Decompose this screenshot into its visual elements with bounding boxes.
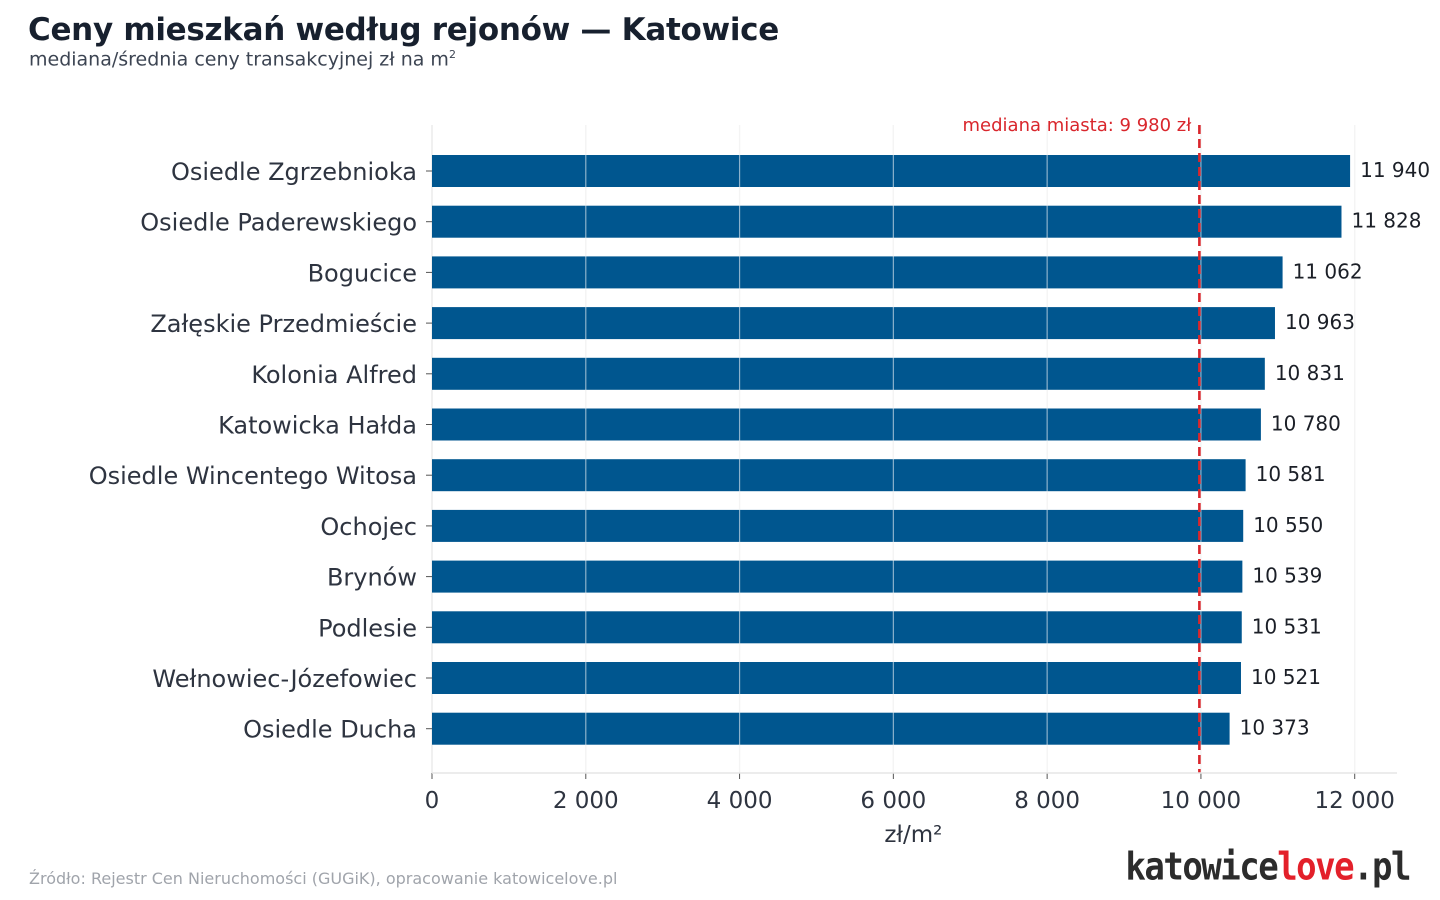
bar xyxy=(432,560,1243,593)
x-axis-label: zł/m² xyxy=(884,822,942,848)
bar xyxy=(432,205,1342,238)
value-label: 10 539 xyxy=(1252,564,1322,588)
median-reference-label: mediana miasta: 9 980 zł xyxy=(963,115,1193,136)
bar xyxy=(432,459,1246,492)
source-note: Źródło: Rejestr Cen Nieruchomości (GUGiK… xyxy=(29,869,618,888)
category-label: Osiedle Paderewskiego xyxy=(140,209,417,237)
value-label: 11 828 xyxy=(1351,209,1421,233)
logo-text-love: love xyxy=(1277,845,1354,890)
x-axis: 0 2 000 4 000 6 000 8 000 10 000 12 000 zł/m² xyxy=(425,772,1397,848)
reference-line-group: mediana miasta: 9 980 zł xyxy=(963,115,1201,773)
bar xyxy=(432,155,1351,187)
category-label: Podlesie xyxy=(318,614,417,642)
value-label: 10 531 xyxy=(1252,614,1322,638)
bar xyxy=(432,712,1230,745)
x-tick-label: 2 000 xyxy=(553,788,619,814)
chart-title: Ceny mieszkań według rejonów — Katowice xyxy=(28,12,779,48)
x-tick-label: 12 000 xyxy=(1314,788,1394,814)
category-label: Bogucice xyxy=(308,259,417,287)
bar xyxy=(432,662,1241,694)
bar xyxy=(432,509,1244,542)
category-label: Osiedle Zgrzebnioka xyxy=(171,158,417,186)
category-labels: Osiedle Zgrzebnioka Osiedle Paderewskiego… xyxy=(89,158,432,744)
x-tick-label: 10 000 xyxy=(1161,788,1241,814)
chart-subtitle: mediana/średnia ceny transakcyjnej zł na… xyxy=(29,48,456,70)
value-label: 10 780 xyxy=(1271,412,1341,436)
value-label: 10 373 xyxy=(1240,716,1310,740)
subtitle-text: mediana/średnia ceny transakcyjnej zł na… xyxy=(29,48,449,71)
value-label: 10 831 xyxy=(1275,361,1345,385)
value-label: 11 062 xyxy=(1293,259,1363,283)
bar xyxy=(432,408,1261,441)
bar xyxy=(432,357,1265,390)
value-label: 10 963 xyxy=(1285,310,1355,334)
brand-logo: katowicelove.pl xyxy=(1125,845,1411,890)
logo-text-pl: .pl xyxy=(1353,845,1411,890)
value-label: 10 581 xyxy=(1256,462,1326,486)
x-tick-label: 6 000 xyxy=(860,788,926,814)
category-label: Kolonia Alfred xyxy=(251,361,417,389)
bar xyxy=(432,611,1242,644)
bar xyxy=(432,307,1275,340)
logo-text-katowice: katowice xyxy=(1125,845,1278,890)
category-label: Załęskie Przedmieście xyxy=(150,310,417,338)
category-label: Wełnowiec-Józefowiec xyxy=(152,665,417,693)
x-tick-label: 8 000 xyxy=(1014,788,1080,814)
bars xyxy=(432,125,1356,773)
value-label: 11 940 xyxy=(1360,158,1430,182)
value-label: 10 550 xyxy=(1253,513,1323,537)
category-label: Ochojec xyxy=(320,513,417,541)
x-tick-label: 4 000 xyxy=(707,788,773,814)
value-labels: 11 940 11 828 11 062 10 963 10 831 10 780 10 5… xyxy=(1240,158,1430,740)
category-label: Osiedle Wincentego Witosa xyxy=(89,462,417,490)
category-label: Osiedle Ducha xyxy=(243,716,417,744)
value-label: 10 521 xyxy=(1251,665,1321,689)
subtitle-superscript: 2 xyxy=(448,48,456,61)
bar xyxy=(432,256,1283,289)
category-label: Brynów xyxy=(327,564,417,592)
category-label: Katowicka Hałda xyxy=(218,412,417,440)
x-tick-label: 0 xyxy=(425,788,440,814)
